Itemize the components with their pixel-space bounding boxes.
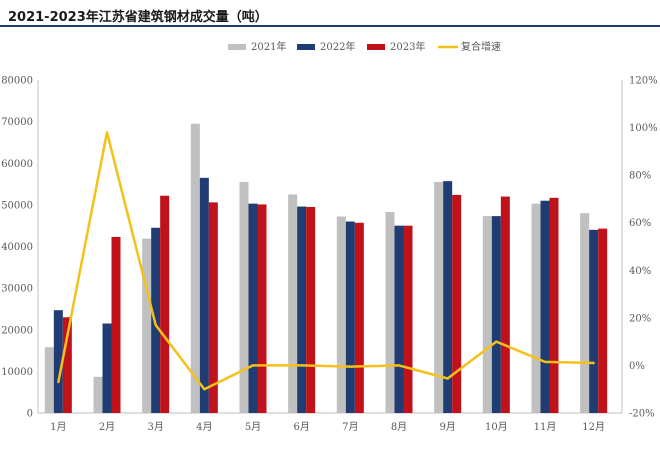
legend-swatch-2021年 xyxy=(228,44,246,50)
growth-point-7月 xyxy=(349,365,352,368)
bar-2021年-10月 xyxy=(482,216,492,413)
bar-2023年-11月 xyxy=(549,197,559,413)
legend-swatch-2023年 xyxy=(367,44,385,50)
bar-2021年-4月 xyxy=(190,123,200,414)
left-axis-tick-label: 30000 xyxy=(1,284,33,295)
bar-2023年-7月 xyxy=(354,222,364,413)
x-axis-tick-label: 8月 xyxy=(391,421,407,433)
bar-2022年-8月 xyxy=(394,225,404,413)
bar-2021年-1月 xyxy=(44,347,54,413)
bar-2021年-3月 xyxy=(142,238,152,413)
x-axis-tick-label: 6月 xyxy=(293,421,309,433)
x-axis-tick-label: 1月 xyxy=(50,421,66,433)
bar-2022年-2月 xyxy=(102,323,112,413)
bar-2021年-2月 xyxy=(93,376,103,413)
right-axis-tick-label: 60% xyxy=(629,218,651,229)
right-axis-tick-label: 20% xyxy=(629,313,651,324)
growth-point-4月 xyxy=(203,388,206,391)
x-axis-tick-label: 12月 xyxy=(582,421,605,433)
bar-2023年-12月 xyxy=(598,228,608,413)
growth-point-8月 xyxy=(397,364,401,367)
title-underline xyxy=(0,25,660,27)
right-axis-tick-label: 80% xyxy=(629,171,651,182)
growth-line xyxy=(57,131,594,391)
bar-2021年-8月 xyxy=(385,211,395,413)
bar-2021年-11月 xyxy=(531,203,541,413)
x-axis-tick-label: 7月 xyxy=(342,421,358,433)
right-axis-tick-label: 0% xyxy=(629,361,645,372)
x-axis-tick-label: 2月 xyxy=(99,421,115,433)
x-axis-tick-label: 10月 xyxy=(485,421,508,433)
bar-2023年-1月 xyxy=(62,317,72,413)
bar-2023年-2月 xyxy=(111,236,121,413)
bar-2021年-6月 xyxy=(288,194,298,413)
bar-2022年-5月 xyxy=(248,203,258,413)
left-axis-tick-label: 60000 xyxy=(1,159,33,170)
x-axis-tick-label: 5月 xyxy=(245,421,261,433)
legend-label: 复合增速 xyxy=(461,40,501,53)
legend-label: 2021年 xyxy=(251,40,286,53)
bar-2023年-9月 xyxy=(452,194,462,413)
right-axis-tick-label: 40% xyxy=(629,266,651,277)
bar-2022年-6月 xyxy=(297,206,307,413)
growth-point-2月 xyxy=(105,131,109,134)
bar-2021年-9月 xyxy=(434,181,444,413)
bar-2023年-5月 xyxy=(257,204,267,413)
growth-point-9月 xyxy=(446,377,449,380)
chart-title: 2021-2023年江苏省建筑钢材成交量（吨） xyxy=(8,10,268,25)
growth-point-10月 xyxy=(495,340,498,343)
bar-2023年-4月 xyxy=(208,202,218,413)
bar-2023年-6月 xyxy=(306,206,316,413)
bar-2023年-10月 xyxy=(500,196,510,413)
x-axis-tick-label: 11月 xyxy=(534,421,557,433)
bar-2022年-7月 xyxy=(345,221,355,413)
bar-2022年-12月 xyxy=(589,229,599,413)
growth-point-3月 xyxy=(154,323,157,327)
left-axis-tick-label: 20000 xyxy=(1,325,33,336)
bar-2022年-10月 xyxy=(491,216,501,413)
left-axis-tick-label: 80000 xyxy=(1,76,33,87)
x-axis-tick-label: 9月 xyxy=(439,421,455,433)
x-axis-tick-label: 3月 xyxy=(147,421,163,433)
growth-point-5月 xyxy=(251,364,255,367)
growth-point-6月 xyxy=(300,364,303,367)
left-axis-tick-label: 50000 xyxy=(1,200,33,211)
left-axis-tick-label: 40000 xyxy=(1,242,33,253)
growth-point-1月 xyxy=(57,380,60,384)
legend-label: 2023年 xyxy=(390,40,425,53)
left-axis-tick-label: 10000 xyxy=(1,367,33,378)
bar-2022年-9月 xyxy=(443,181,453,413)
x-axis-tick-label: 4月 xyxy=(196,421,212,433)
bar-2022年-4月 xyxy=(199,177,209,413)
right-axis-tick-label: -20% xyxy=(629,409,655,420)
bar-2021年-5月 xyxy=(239,181,249,413)
right-axis-tick-label: 100% xyxy=(629,123,658,134)
growth-point-11月 xyxy=(543,360,547,364)
growth-point-12月 xyxy=(592,361,595,365)
legend-label: 2022年 xyxy=(320,40,355,53)
left-axis-tick-label: 0 xyxy=(27,409,33,420)
bar-2023年-3月 xyxy=(160,195,170,413)
bar-2022年-11月 xyxy=(540,200,550,413)
right-axis-tick-label: 120% xyxy=(629,76,658,87)
left-axis-tick-label: 70000 xyxy=(1,117,33,128)
bar-2022年-1月 xyxy=(53,310,63,413)
legend-swatch-2022年 xyxy=(297,44,315,50)
bar-2023年-8月 xyxy=(403,225,413,413)
bar-2021年-7月 xyxy=(336,216,346,413)
bar-2021年-12月 xyxy=(580,213,590,413)
